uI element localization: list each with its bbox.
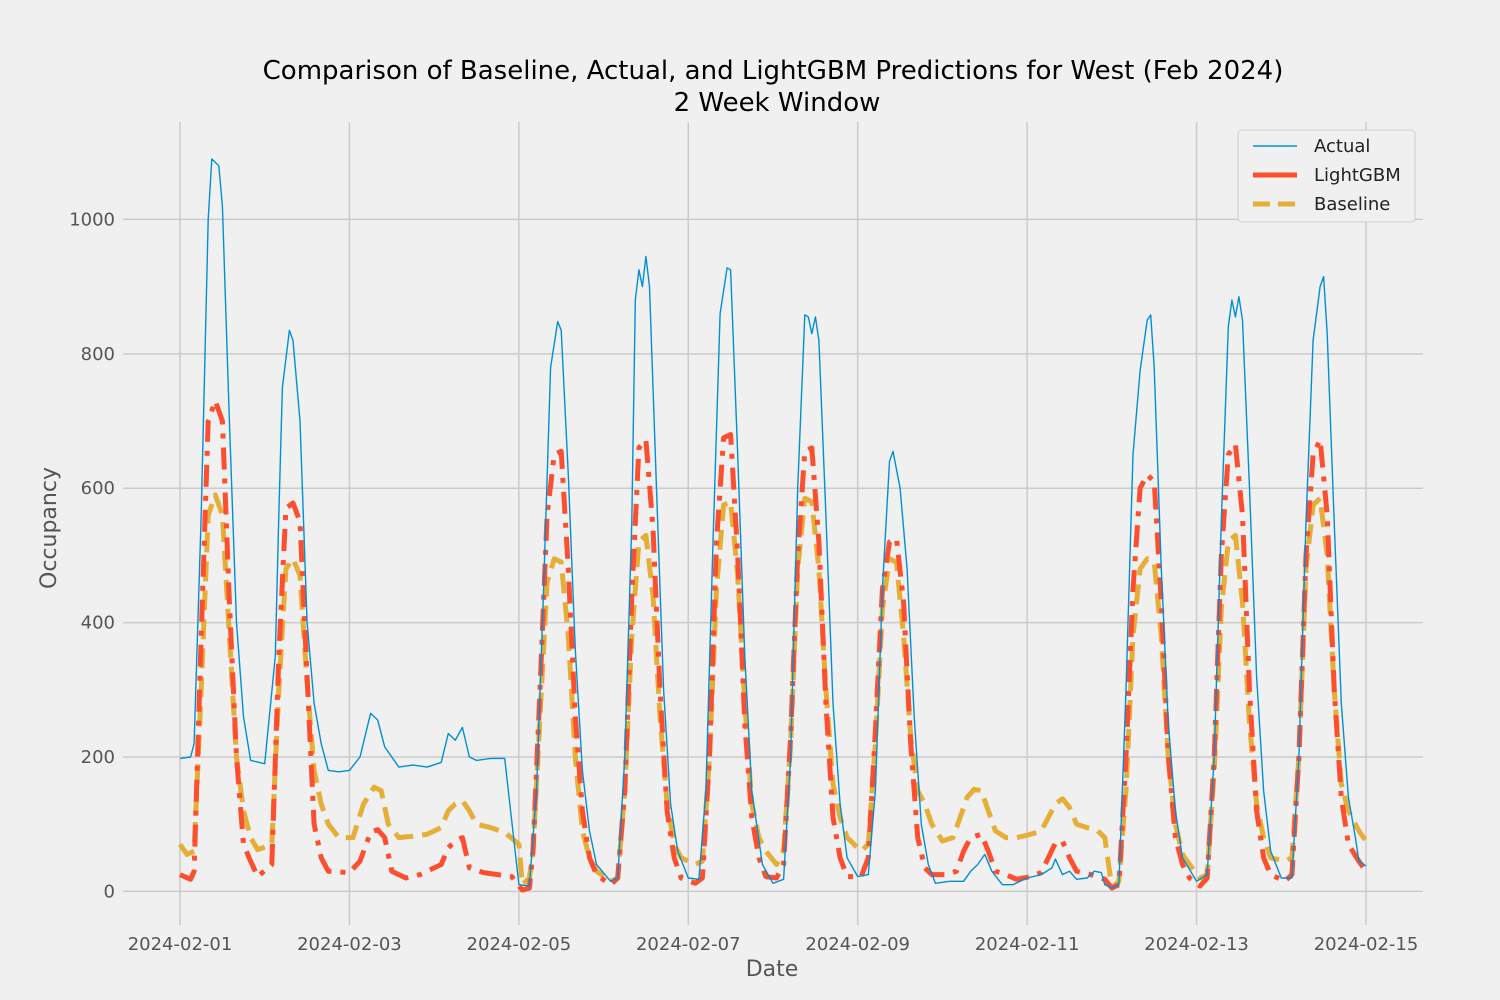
x-tick-label: 2024-02-01 <box>128 934 233 955</box>
legend: Actual LightGBM Baseline <box>1237 129 1416 223</box>
x-tick-label: 2024-02-07 <box>636 934 741 955</box>
x-tick-label: 2024-02-11 <box>975 934 1080 955</box>
y-tick-label: 400 <box>81 613 115 634</box>
y-tick-label: 600 <box>81 478 115 499</box>
series-line-actual <box>179 158 1367 889</box>
x-tick-label: 2024-02-13 <box>1144 934 1249 955</box>
chart-subtitle: 2 Week Window <box>674 88 881 118</box>
chart-title: Comparison of Baseline, Actual, and Ligh… <box>263 56 1284 86</box>
y-tick-label: 1000 <box>69 209 115 230</box>
series-lines <box>177 158 1369 893</box>
x-tick-label: 2024-02-03 <box>297 934 402 955</box>
y-tick-label: 800 <box>81 344 115 365</box>
x-tick-label: 2024-02-15 <box>1314 934 1419 955</box>
x-axis-label: Date <box>746 957 799 982</box>
series-line-baseline <box>177 492 1369 891</box>
series-line-lightgbm <box>178 398 1369 893</box>
legend-label-actual: Actual <box>1314 136 1370 157</box>
x-tick-label: 2024-02-09 <box>805 934 910 955</box>
y-axis-label: Occupancy <box>37 467 62 589</box>
grid <box>123 122 1423 925</box>
tick-labels: 0 200 400 600 800 1000 2024-02-01 2024-02-03 202… <box>69 209 1418 955</box>
y-tick-label: 200 <box>81 747 115 768</box>
legend-label-lightgbm: LightGBM <box>1314 165 1401 186</box>
x-tick-label: 2024-02-05 <box>467 934 572 955</box>
legend-box <box>1237 129 1416 223</box>
legend-label-baseline: Baseline <box>1314 194 1390 215</box>
y-tick-label: 0 <box>104 881 115 902</box>
